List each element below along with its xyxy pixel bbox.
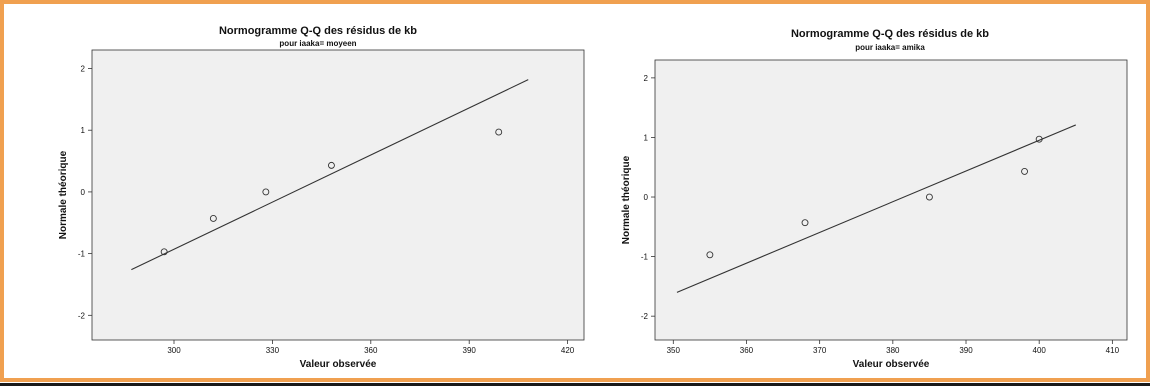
reference-line — [131, 79, 529, 271]
x-tick-label: 350 — [667, 346, 681, 355]
chart-subtitle: pour iaaka= amika — [855, 43, 925, 52]
x-tick-label: 330 — [266, 346, 280, 355]
data-point — [706, 251, 714, 259]
plot-area — [91, 49, 585, 341]
plot-area — [654, 59, 1128, 341]
y-tick-label: -2 — [641, 312, 649, 321]
x-tick-label: 390 — [463, 346, 477, 355]
x-tick-label: 300 — [167, 346, 181, 355]
data-point — [1021, 167, 1029, 175]
data-point — [925, 193, 933, 201]
data-point — [262, 188, 270, 196]
x-tick-label: 420 — [561, 346, 575, 355]
x-tick-label: 380 — [886, 346, 900, 355]
chart-1: Normogramme Q-Q des résidus de kb pour ia… — [58, 25, 585, 370]
data-point — [495, 128, 503, 136]
x-axis-label: Valeur observée — [300, 359, 377, 370]
x-tick-label: 410 — [1106, 346, 1120, 355]
y-tick-label: 1 — [644, 133, 649, 142]
y-tick-label: -1 — [641, 253, 649, 262]
data-point — [160, 248, 168, 256]
y-tick-label: 0 — [644, 193, 649, 202]
y-tick-label: 2 — [644, 74, 649, 83]
y-tick-label: 0 — [81, 188, 86, 197]
y-tick-label: 2 — [81, 65, 86, 74]
chart-2: Normogramme Q-Q des résidus de kb pour ia… — [621, 28, 1128, 370]
x-tick-label: 390 — [959, 346, 973, 355]
y-axis-label: Normale théorique — [58, 150, 69, 239]
y-tick-label: 1 — [81, 126, 86, 135]
y-axis-label: Normale théorique — [621, 155, 632, 244]
chart-subtitle: pour iaaka= moyeen — [279, 39, 356, 48]
data-point — [327, 161, 335, 169]
x-tick-label: 360 — [364, 346, 378, 355]
chart-title: Normogramme Q-Q des résidus de kb — [791, 28, 989, 40]
reference-line — [676, 124, 1076, 293]
data-point — [801, 219, 809, 227]
chart-title: Normogramme Q-Q des résidus de kb — [219, 25, 417, 37]
x-tick-label: 400 — [1033, 346, 1047, 355]
x-tick-label: 360 — [740, 346, 754, 355]
x-axis-label: Valeur observée — [853, 359, 930, 370]
data-point — [1035, 135, 1043, 143]
x-tick-label: 370 — [813, 346, 827, 355]
bottom-rule — [0, 383, 1150, 386]
data-point — [209, 214, 217, 222]
y-tick-label: -1 — [78, 250, 86, 259]
y-tick-label: -2 — [78, 311, 86, 320]
